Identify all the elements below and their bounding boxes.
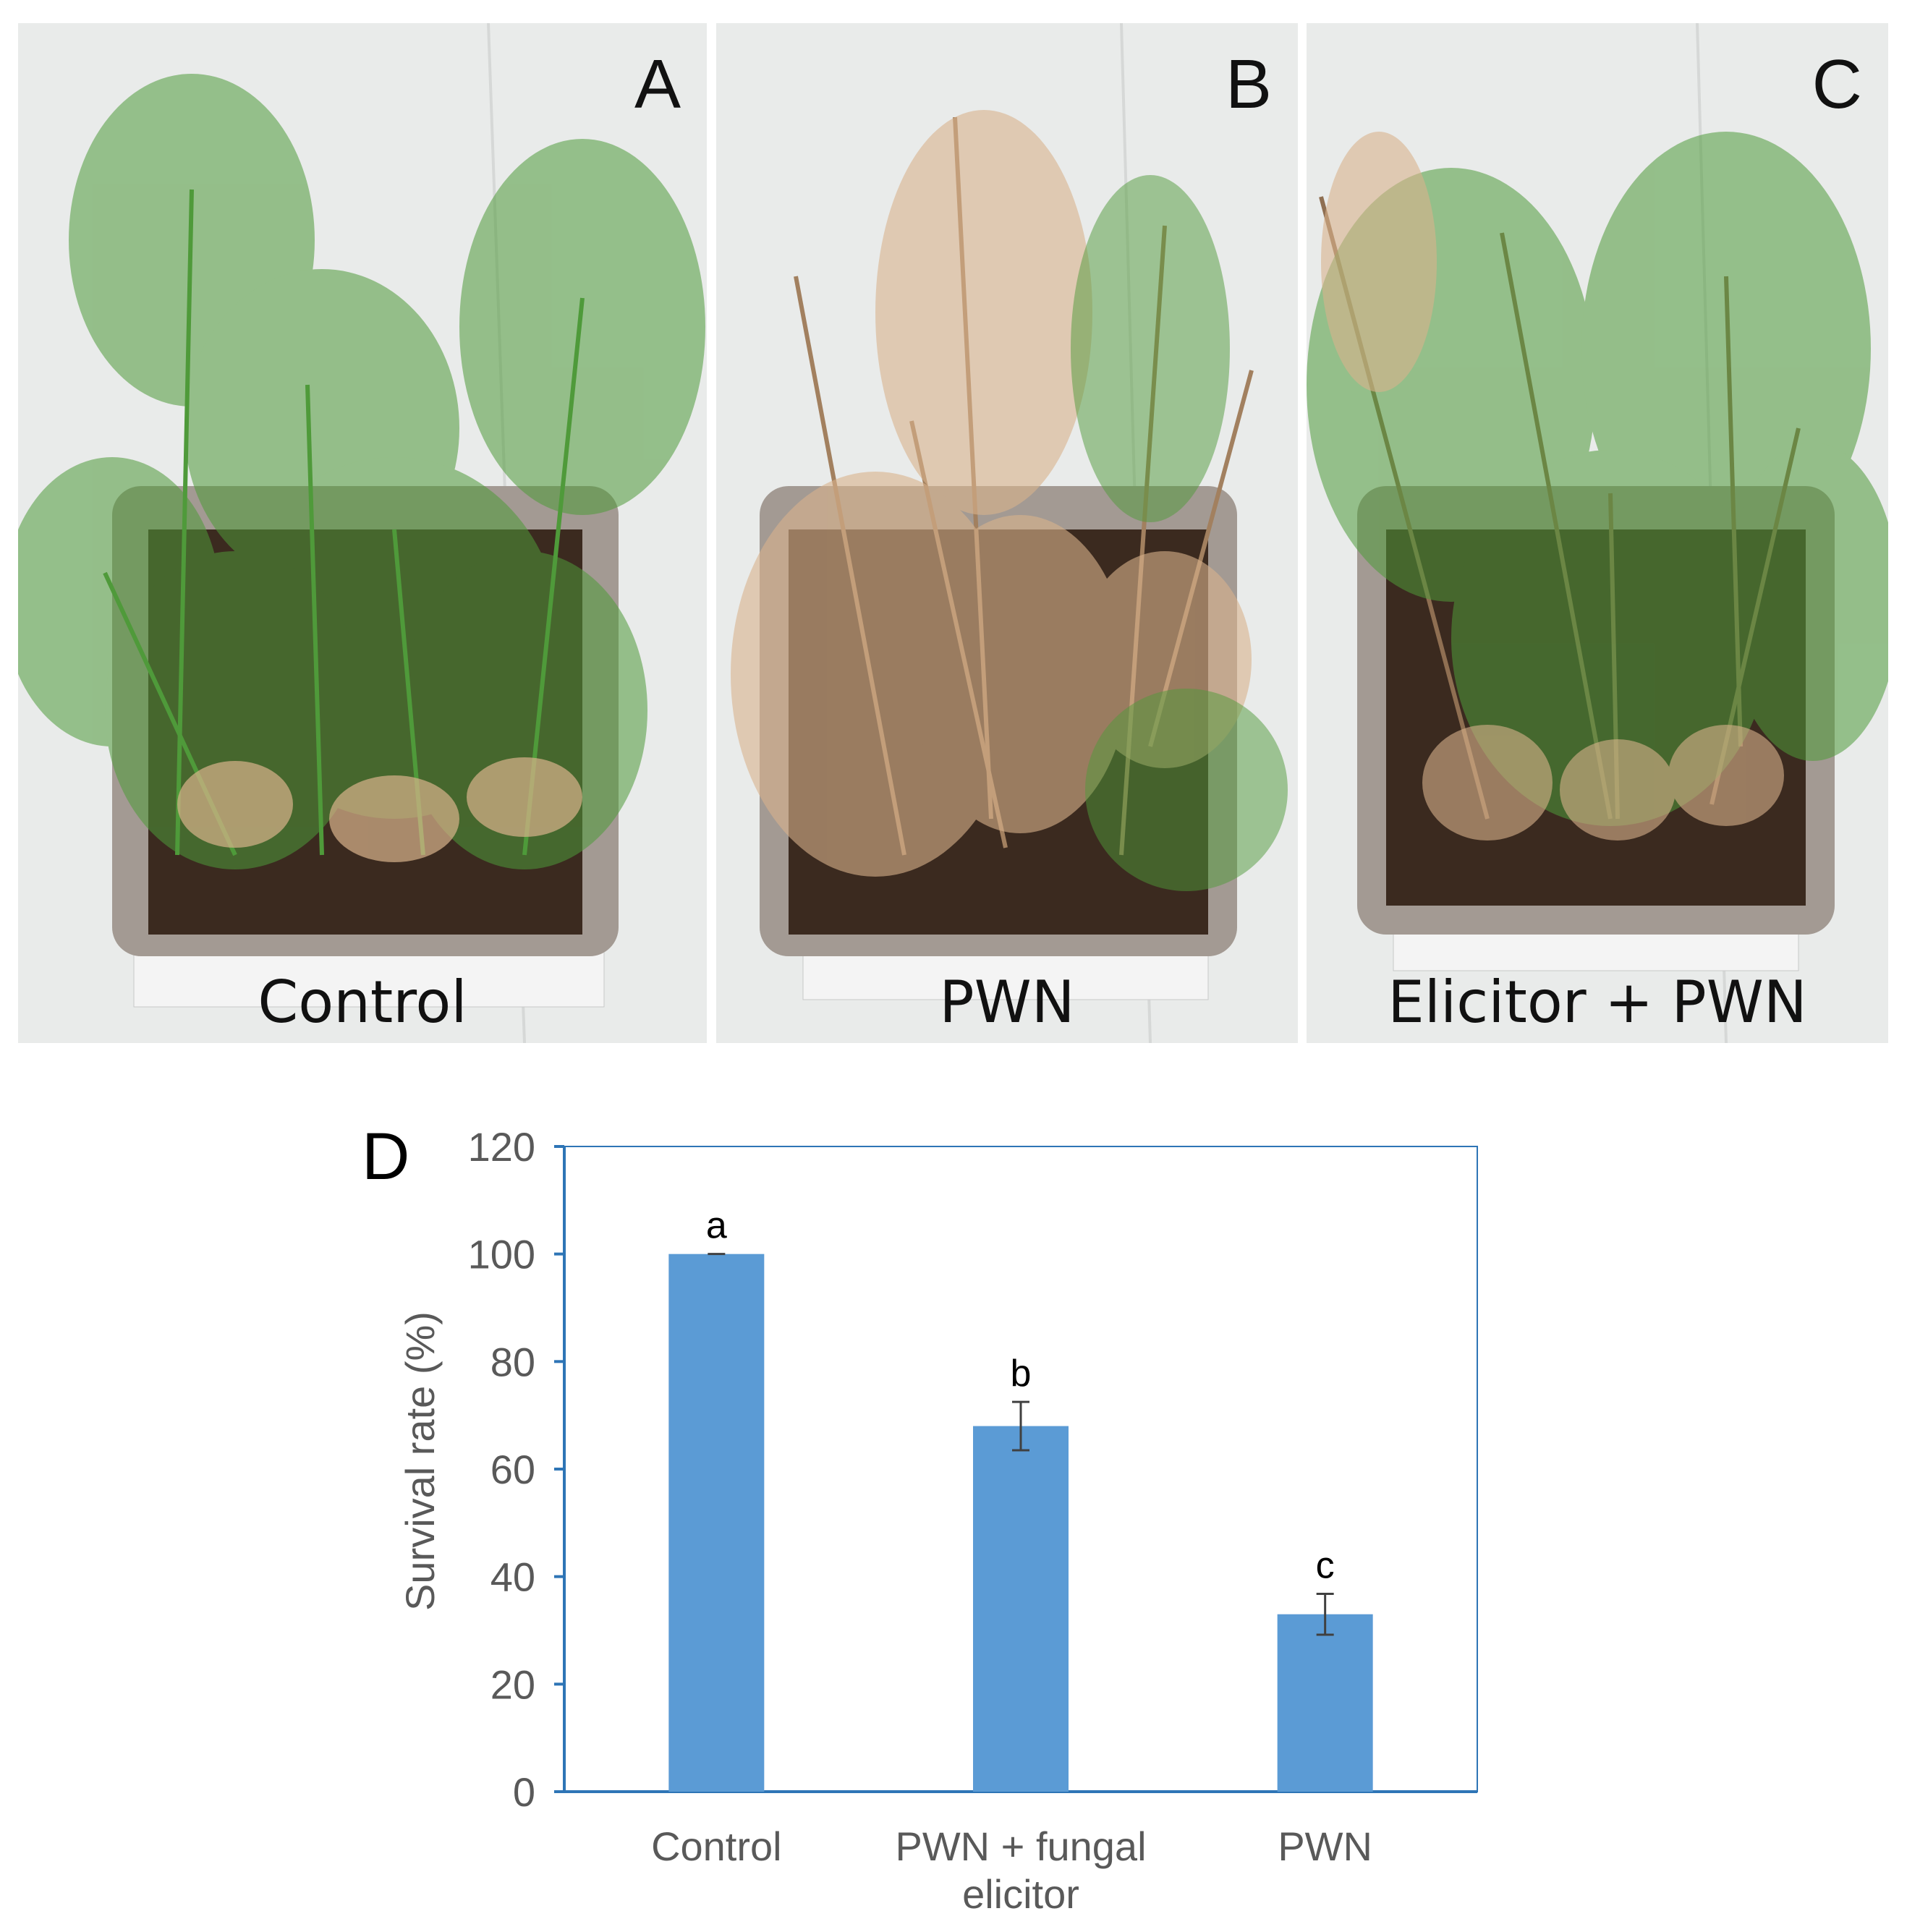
y-tick-label: 120 [468,1124,535,1170]
photo-panel-control: A Control [18,23,707,1043]
panel-caption-control: Control [258,969,467,1036]
panel-letter-a: A [634,46,681,123]
y-axis-label: Survival rate (%) [397,1311,443,1611]
y-tick-label: 0 [513,1769,535,1815]
panel-letter-d: D [362,1120,409,1193]
x-category-label: elicitor [962,1871,1079,1917]
y-tick-label: 40 [490,1554,535,1600]
pine-seedlings-pwn-photo [716,23,1298,1043]
significance-label: c [1316,1544,1335,1586]
significance-label: a [706,1205,727,1247]
y-tick-label: 100 [468,1232,535,1277]
bar [1277,1614,1373,1792]
y-tick-label: 20 [490,1661,535,1707]
survival-rate-bar-chart: D Survival rate (%) 0 20 40 60 80 100 120 a Cont… [362,1120,1478,1917]
photo-panel-pwn: B PWN [716,23,1298,1043]
x-category-label: Control [651,1824,782,1869]
x-category-label: PWN + fungal [895,1824,1146,1869]
pine-seedlings-control-photo [18,23,707,1043]
y-tick-label: 80 [490,1339,535,1384]
panel-caption-elicitor-pwn: Elicitor + PWN [1388,969,1807,1036]
photo-panel-elicitor-pwn: C Elicitor + PWN [1307,23,1888,1043]
panel-caption-pwn: PWN [939,969,1075,1036]
panel-letter-b: B [1225,46,1272,123]
bar [668,1254,765,1792]
x-category-label: PWN [1278,1824,1372,1869]
significance-label: b [1011,1353,1032,1395]
pine-seedlings-elicitor-photo [1307,23,1888,1043]
panel-letter-c: C [1812,46,1862,123]
bar [973,1426,1069,1792]
y-tick-label: 60 [490,1447,535,1492]
